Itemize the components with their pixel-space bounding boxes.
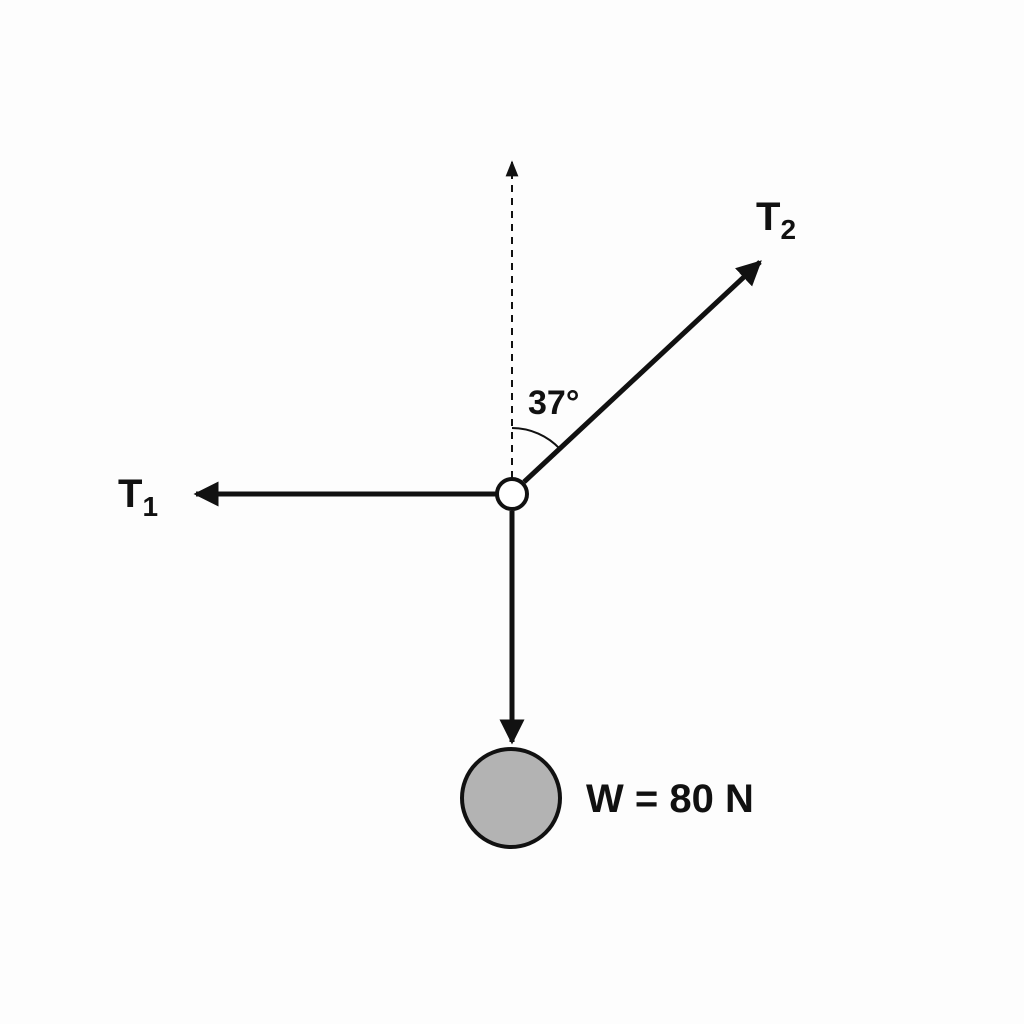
angle-label: 37° xyxy=(528,384,579,422)
t1-label: T1 xyxy=(118,472,158,522)
t2-force-arrow xyxy=(522,260,762,484)
hanging-mass xyxy=(460,747,562,849)
knot-point xyxy=(495,477,529,511)
t2-label: T2 xyxy=(756,195,796,245)
weight-label: W = 80 N xyxy=(586,777,754,821)
angle-arc xyxy=(511,427,561,450)
